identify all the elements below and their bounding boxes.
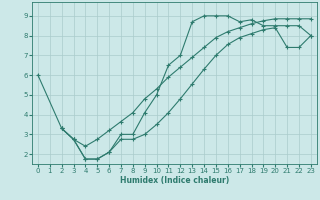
X-axis label: Humidex (Indice chaleur): Humidex (Indice chaleur) bbox=[120, 176, 229, 185]
